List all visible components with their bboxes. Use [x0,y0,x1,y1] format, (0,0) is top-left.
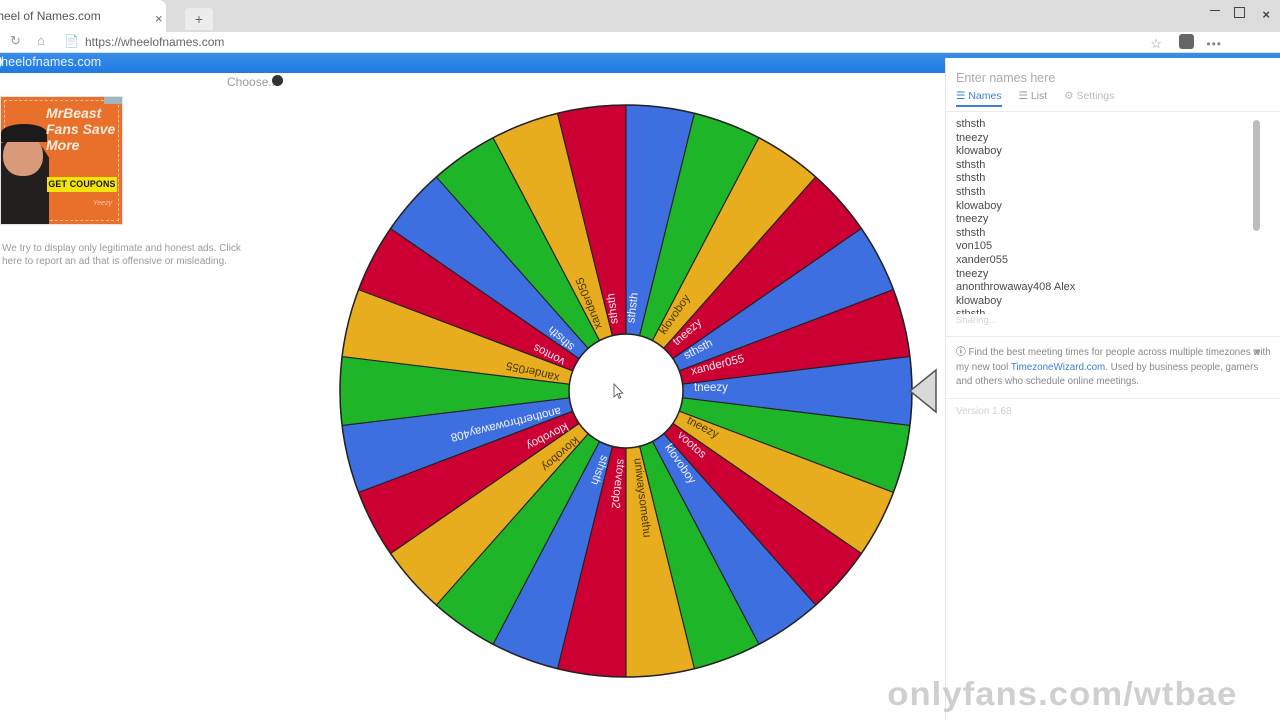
svg-text:tneezy: tneezy [694,382,728,394]
